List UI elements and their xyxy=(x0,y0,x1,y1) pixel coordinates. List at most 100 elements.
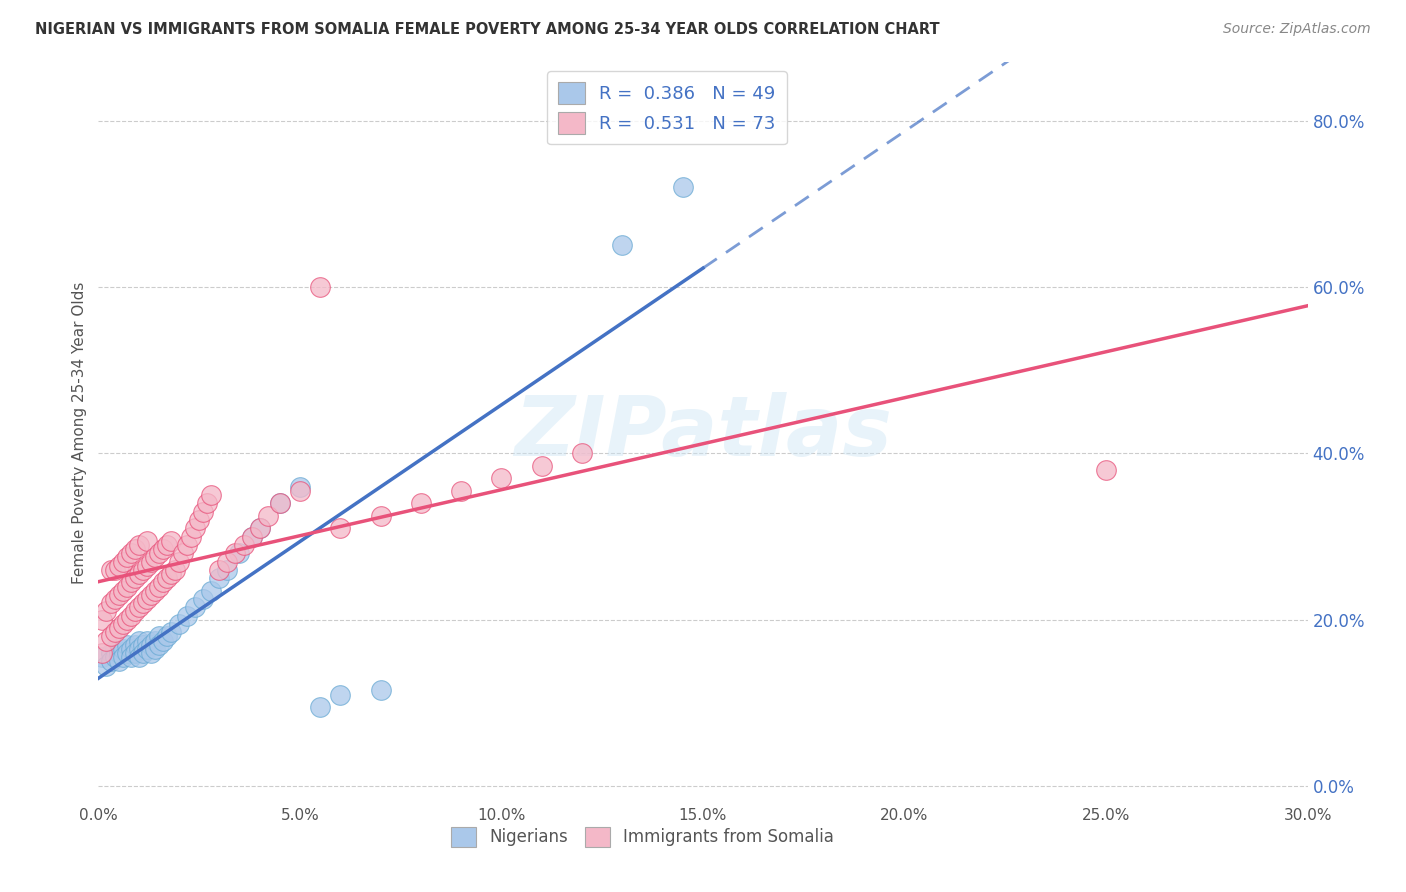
Point xyxy=(91,650,114,665)
Point xyxy=(107,654,129,668)
Point xyxy=(128,641,150,656)
Point xyxy=(148,629,170,643)
Point xyxy=(139,638,162,652)
Point xyxy=(103,625,125,640)
Point xyxy=(132,646,155,660)
Point xyxy=(288,480,311,494)
Point xyxy=(249,521,271,535)
Point xyxy=(176,608,198,623)
Point xyxy=(111,555,134,569)
Point xyxy=(612,238,634,252)
Point xyxy=(124,646,146,660)
Point xyxy=(120,608,142,623)
Text: NIGERIAN VS IMMIGRANTS FROM SOMALIA FEMALE POVERTY AMONG 25-34 YEAR OLDS CORRELA: NIGERIAN VS IMMIGRANTS FROM SOMALIA FEMA… xyxy=(35,22,939,37)
Point xyxy=(132,596,155,610)
Point xyxy=(240,530,263,544)
Point xyxy=(309,700,332,714)
Point xyxy=(96,658,118,673)
Point xyxy=(107,646,129,660)
Point xyxy=(111,641,134,656)
Point xyxy=(124,605,146,619)
Point xyxy=(128,633,150,648)
Point xyxy=(100,654,122,668)
Point xyxy=(240,530,263,544)
Point xyxy=(115,613,138,627)
Y-axis label: Female Poverty Among 25-34 Year Olds: Female Poverty Among 25-34 Year Olds xyxy=(72,282,87,583)
Point xyxy=(128,650,150,665)
Point xyxy=(135,533,157,548)
Point xyxy=(200,488,222,502)
Text: ZIPatlas: ZIPatlas xyxy=(515,392,891,473)
Point xyxy=(132,563,155,577)
Point xyxy=(148,546,170,560)
Point xyxy=(329,688,352,702)
Point xyxy=(143,633,166,648)
Point xyxy=(107,621,129,635)
Point xyxy=(156,629,179,643)
Point xyxy=(329,521,352,535)
Point xyxy=(100,596,122,610)
Point xyxy=(152,542,174,557)
Point xyxy=(139,555,162,569)
Point xyxy=(176,538,198,552)
Point xyxy=(143,641,166,656)
Point xyxy=(184,600,207,615)
Point xyxy=(103,641,125,656)
Point xyxy=(491,471,513,485)
Point xyxy=(156,538,179,552)
Point xyxy=(115,580,138,594)
Point xyxy=(160,625,183,640)
Point xyxy=(188,513,211,527)
Point xyxy=(370,683,392,698)
Point xyxy=(370,508,392,523)
Point xyxy=(115,646,138,660)
Point xyxy=(217,555,239,569)
Point xyxy=(91,646,114,660)
Point xyxy=(107,558,129,573)
Point xyxy=(139,646,162,660)
Point xyxy=(208,571,231,585)
Point xyxy=(249,521,271,535)
Point xyxy=(184,521,207,535)
Point xyxy=(135,592,157,607)
Point xyxy=(193,505,215,519)
Point xyxy=(132,638,155,652)
Text: Source: ZipAtlas.com: Source: ZipAtlas.com xyxy=(1223,22,1371,37)
Point xyxy=(172,546,194,560)
Point xyxy=(208,563,231,577)
Point xyxy=(96,633,118,648)
Point xyxy=(148,638,170,652)
Point xyxy=(269,496,291,510)
Point xyxy=(100,646,122,660)
Legend: Nigerians, Immigrants from Somalia: Nigerians, Immigrants from Somalia xyxy=(444,820,841,854)
Point xyxy=(1095,463,1118,477)
Point xyxy=(135,633,157,648)
Point xyxy=(156,571,179,585)
Point xyxy=(269,496,291,510)
Point xyxy=(200,583,222,598)
Point xyxy=(152,575,174,590)
Point xyxy=(124,542,146,557)
Point xyxy=(111,583,134,598)
Point xyxy=(103,563,125,577)
Point xyxy=(232,538,254,552)
Point xyxy=(111,616,134,631)
Point xyxy=(124,571,146,585)
Point xyxy=(124,638,146,652)
Point xyxy=(139,588,162,602)
Point xyxy=(193,592,215,607)
Point xyxy=(409,496,432,510)
Point xyxy=(167,616,190,631)
Point xyxy=(228,546,250,560)
Point xyxy=(96,605,118,619)
Point xyxy=(148,580,170,594)
Point xyxy=(163,563,186,577)
Point xyxy=(135,558,157,573)
Point xyxy=(160,567,183,582)
Point xyxy=(115,550,138,565)
Point xyxy=(128,600,150,615)
Point xyxy=(128,567,150,582)
Point xyxy=(152,633,174,648)
Point xyxy=(143,583,166,598)
Point xyxy=(530,458,553,473)
